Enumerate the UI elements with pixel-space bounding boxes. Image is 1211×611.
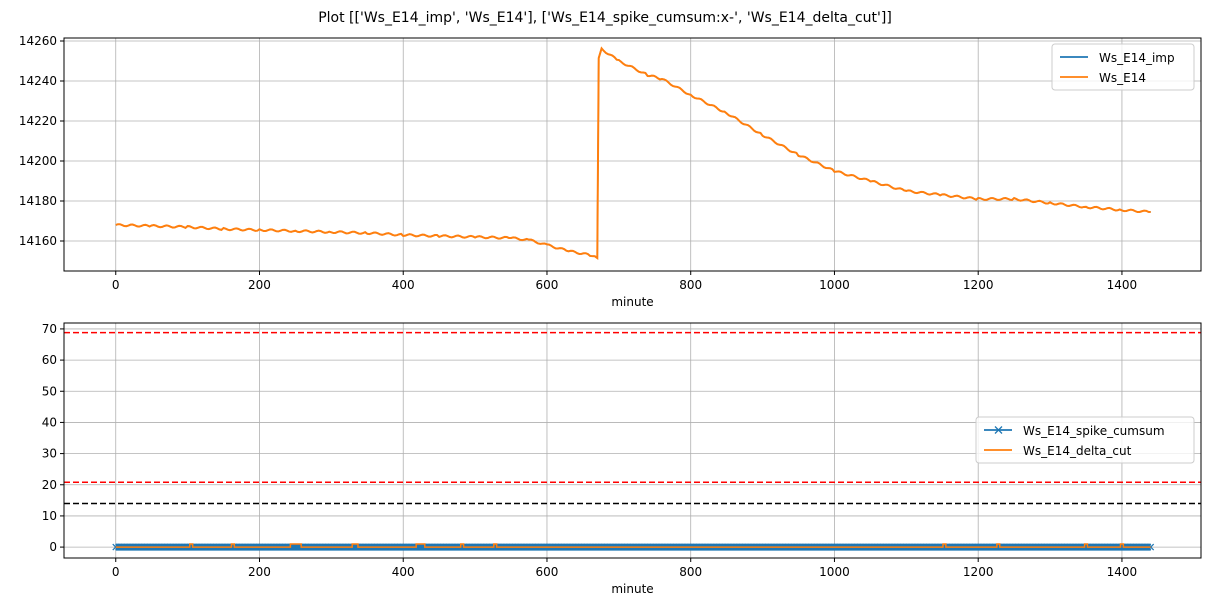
legend: Ws_E14_imp Ws_E14 [1051,43,1195,91]
y-tick-label: 20 [42,478,57,492]
x-tick-label: 1000 [819,565,850,579]
x-tick-label: 600 [536,565,559,579]
x-tick-label: 800 [679,278,702,292]
y-tick-label: 60 [42,353,57,367]
y-tick-label: 10 [42,509,57,523]
y-tick-label: 14260 [19,34,57,48]
legend-label: Ws_E14_spike_cumsum [1023,424,1165,438]
series-line-Ws_E14_imp [115,46,1151,260]
y-tick-label: 14160 [19,234,57,248]
x-tick-label: 200 [248,278,271,292]
legend-label: Ws_E14_delta_cut [1023,444,1132,458]
x-tick-label: 1400 [1107,565,1138,579]
x-marker [417,543,424,551]
x-tick-label: 400 [392,278,415,292]
legend-marker-x-icon [994,426,1003,434]
axes-frame [63,37,1202,272]
y-tick-label: 0 [49,540,57,554]
legend-label: Ws_E14_imp [1099,51,1175,65]
axes-frame [63,322,1202,559]
y-tick-label: 50 [42,384,57,398]
series-line-Ws_E14_delta_cut [115,543,1151,548]
y-tick-label: 14200 [19,154,57,168]
y-tick-label: 40 [42,415,57,429]
x-tick-label: 800 [679,565,702,579]
bottom-axes: 0 200 400 600 800 1000 1200 1400 0 10 20 30 40 50 60 70… [42,322,1202,596]
x-tick-label: 1400 [1107,278,1138,292]
x-tick-label: 0 [112,565,120,579]
plot-area [64,331,1201,551]
x-marker [112,543,120,551]
x-marker [293,543,301,551]
x-axis-label: minute [611,582,653,596]
x-tick-label: 600 [536,278,559,292]
legend-box [1051,43,1195,91]
figure-title: Plot [['Ws_E14_imp', 'Ws_E14'], ['Ws_E14… [318,10,892,26]
legend-label: Ws_E14 [1099,71,1146,85]
x-tick-label: 1000 [819,278,850,292]
series-line-Ws_E14 [115,46,1151,260]
plot-area [115,46,1151,260]
x-tick-label: 1200 [963,565,994,579]
y-tick-label: 70 [42,322,57,336]
x-tick-label: 0 [112,278,120,292]
y-tick-label: 30 [42,447,57,461]
y-tick-label: 14220 [19,114,57,128]
x-tick-label: 200 [248,565,271,579]
x-tick-label: 400 [392,565,415,579]
x-axis-label: minute [611,295,653,309]
x-tick-label: 1200 [963,278,994,292]
y-tick-label: 14180 [19,194,57,208]
legend: Ws_E14_spike_cumsum Ws_E14_delta_cut [975,416,1195,464]
x-marker [290,543,298,551]
top-axes: 0 200 400 600 800 1000 1200 1400 14160 14180 14200… [19,34,1202,309]
y-tick-label: 14240 [19,74,57,88]
legend-box [975,416,1195,464]
